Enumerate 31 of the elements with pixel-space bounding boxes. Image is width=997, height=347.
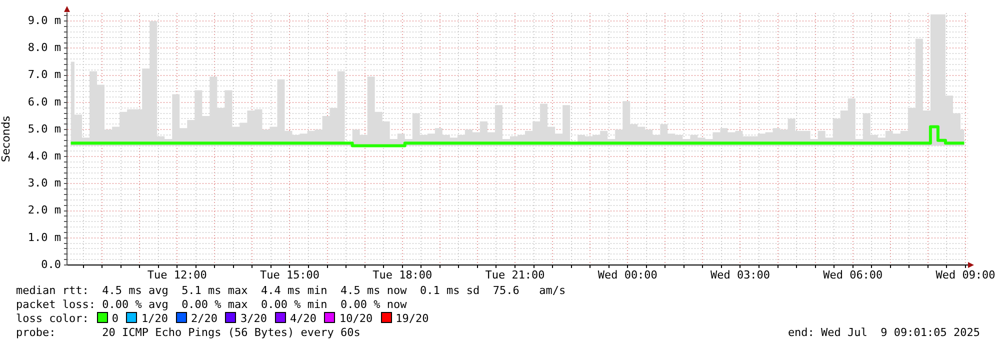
y-tick-label: 2.0 m [28, 204, 62, 217]
x-tick-label: Wed 00:00 [598, 268, 658, 282]
y-tick-label: 9.0 m [28, 14, 62, 27]
x-tick-label: Tue 12:00 [147, 268, 207, 282]
legend-label: 1/20 [141, 312, 168, 325]
y-tick-label: 0.0 [41, 258, 61, 271]
legend-label: 10/20 [339, 312, 373, 325]
legend-label: 0 [112, 312, 118, 325]
x-tick-label: Wed 06:00 [823, 268, 883, 282]
text: packet loss: 0.00 % avg 0.00 % max 0.00 % min 0.00 % now [16, 298, 408, 312]
y-tick-label: 7.0 m [28, 68, 62, 82]
text: end: Wed Jul 9 09:01:05 2025 [788, 326, 980, 340]
legend-label: 4/20 [290, 312, 316, 325]
y-tick-label: 8.0 m [28, 41, 62, 54]
y-tick-label: 4.0 m [28, 149, 62, 162]
x-tick-label: Tue 18:00 [372, 268, 432, 282]
y-tick-label: 3.0 m [28, 176, 62, 190]
text: probe: 20 ICMP Echo Pings (56 Bytes) every 60s [16, 326, 362, 340]
x-tick-label: Wed 09:00 [936, 268, 996, 282]
x-tick-label: Tue 21:00 [485, 268, 545, 282]
legend-label: 3/20 [240, 312, 267, 325]
legend-label: 2/20 [190, 312, 218, 325]
x-tick-label: Wed 03:00 [710, 268, 770, 282]
y-tick-label: 6.0 m [28, 95, 62, 108]
y-axis-title: Seconds [0, 116, 12, 162]
legend-label: 19/20 [396, 312, 429, 325]
x-tick-label: Tue 15:00 [260, 268, 320, 282]
legend-title: loss color: [16, 312, 89, 325]
y-tick-label: 5.0 m [28, 122, 62, 136]
text: median rtt: 4.5 ms avg 5.1 ms max 4.4 ms min 4.5 ms now 0.1 ms sd 75.6 am/s [16, 284, 566, 298]
y-tick-label: 1.0 m [28, 230, 62, 244]
